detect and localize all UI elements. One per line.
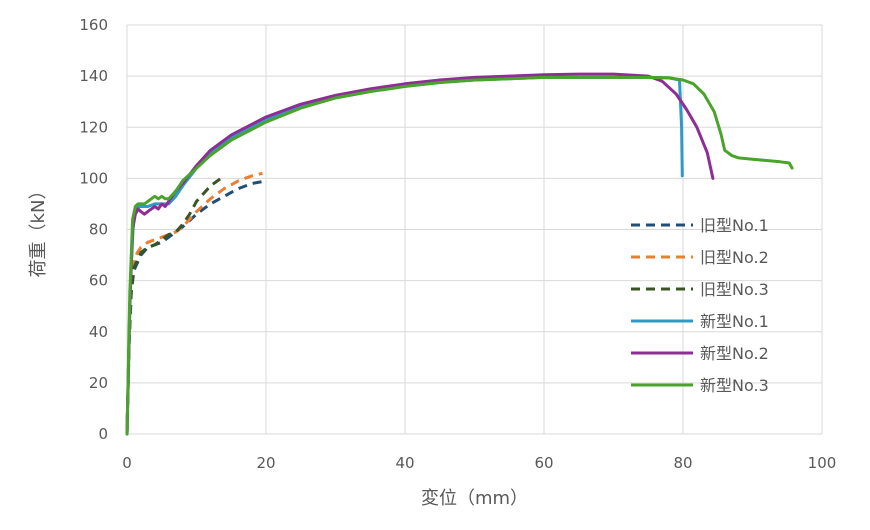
x-tick-labels: 0 20 40 60 80 100	[122, 454, 836, 472]
y-axis-title: 荷重（kN）	[28, 182, 49, 278]
x-tick-label: 80	[673, 454, 692, 472]
plot-area	[125, 72, 794, 436]
y-tick-label: 160	[79, 16, 108, 34]
gridlines	[126, 24, 823, 435]
y-tick-label: 0	[98, 425, 108, 443]
x-tick-label: 40	[395, 454, 414, 472]
series-line	[125, 75, 794, 436]
legend-label: 新型No.3	[700, 376, 769, 395]
legend-label: 新型No.1	[700, 312, 769, 331]
x-axis-title: 変位（mm）	[421, 488, 528, 509]
x-tick-label: 20	[256, 454, 275, 472]
legend-label: 旧型No.1	[700, 216, 769, 235]
y-tick-label: 20	[89, 374, 108, 392]
y-tick-label: 40	[89, 323, 108, 341]
x-tick-label: 100	[808, 454, 837, 472]
y-tick-label: 120	[79, 118, 108, 136]
series-line	[125, 171, 263, 435]
series-line	[125, 177, 222, 435]
series-line	[125, 72, 715, 436]
x-tick-label: 60	[534, 454, 553, 472]
y-tick-labels: 0 20 40 60 80 100 120 140 160	[79, 16, 108, 443]
series-line	[125, 179, 267, 435]
legend-label: 新型No.2	[700, 344, 769, 363]
y-tick-label: 60	[89, 272, 108, 290]
x-tick-label: 0	[122, 454, 132, 472]
legend: 旧型No.1 旧型No.2 旧型No.3 新型No.1 新型No.2 新型No.3	[631, 216, 769, 395]
legend-label: 旧型No.2	[700, 248, 769, 267]
y-tick-label: 80	[89, 221, 108, 239]
y-tick-label: 100	[79, 169, 108, 187]
legend-label: 旧型No.3	[700, 280, 769, 299]
y-tick-label: 140	[79, 67, 108, 85]
